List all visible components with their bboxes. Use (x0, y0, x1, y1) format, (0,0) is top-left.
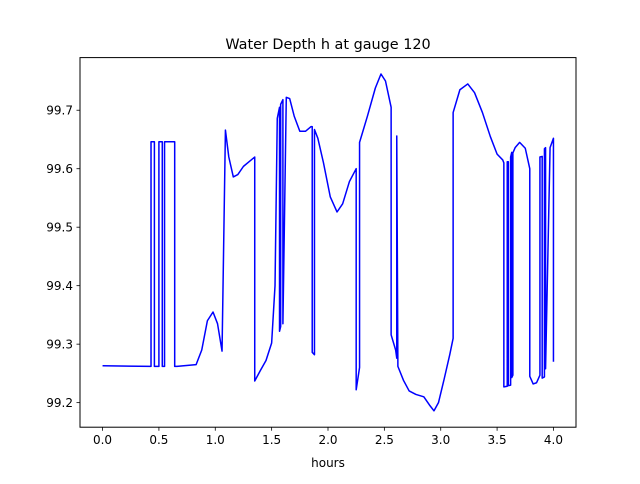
chart-title: Water Depth h at gauge 120 (225, 37, 430, 53)
x-tick-label: 3.5 (488, 433, 507, 447)
x-tick-label: 1.5 (262, 433, 281, 447)
x-tick-label: 2.5 (375, 433, 394, 447)
x-tick-label: 1.0 (206, 433, 225, 447)
y-tick-label: 99.2 (46, 396, 73, 410)
x-tick-label: 4.0 (544, 433, 563, 447)
y-tick-label: 99.4 (46, 279, 73, 293)
axes-frame (79, 57, 577, 428)
x-tick-label: 3.0 (431, 433, 450, 447)
x-axis-label: hours (311, 456, 345, 470)
series-line-0 (102, 73, 555, 412)
axis-ticks: 0.0 0.5 1.0 1.5 2.0 2.5 3.0 3.5 4.0 99.2 99.3 99.4 9… (46, 104, 563, 448)
x-tick-label: 0.5 (149, 433, 168, 447)
y-tick-label: 99.3 (46, 337, 73, 351)
y-tick-label: 99.7 (46, 104, 73, 118)
y-tick-label: 99.5 (46, 220, 73, 234)
x-tick-label: 2.0 (318, 433, 337, 447)
x-tick-label: 0.0 (93, 433, 112, 447)
plot-area (102, 73, 555, 412)
y-tick-label: 99.6 (46, 162, 73, 176)
